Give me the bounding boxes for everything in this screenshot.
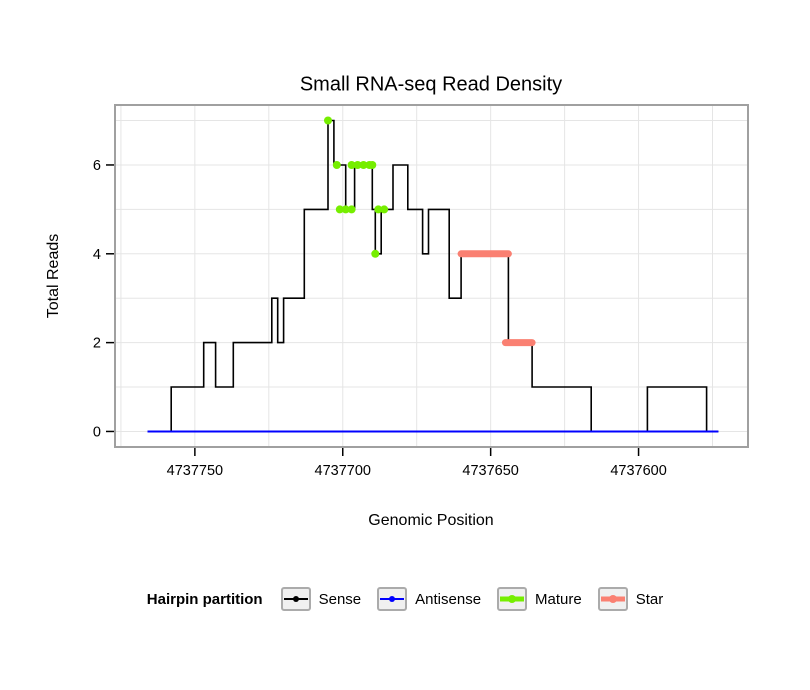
svg-text:4737650: 4737650	[462, 463, 518, 479]
chart-title: Small RNA-seq Read Density	[299, 73, 563, 96]
svg-text:0: 0	[93, 424, 101, 440]
legend-key-antisense	[377, 587, 408, 611]
legend-entries: Sense Antisense Mature Star	[280, 587, 664, 611]
panel-border	[114, 104, 749, 448]
legend-key-star	[597, 587, 628, 611]
legend-label-mature: Mature	[535, 590, 582, 608]
svg-text:2: 2	[93, 336, 101, 352]
legend-glyph-mature	[500, 595, 525, 603]
legend-glyph-antisense	[380, 596, 405, 602]
panel-background	[115, 105, 748, 447]
legend-glyph-star	[600, 595, 625, 603]
legend-key-mature	[497, 587, 528, 611]
y-axis-title: Total Reads	[45, 233, 62, 319]
svg-text:4737700: 4737700	[315, 463, 371, 479]
legend-glyph-sense	[283, 596, 308, 602]
legend: Hairpin partition Sense Antisense Mature St…	[0, 583, 810, 615]
legend-entry-mature: Mature	[497, 587, 582, 611]
legend-label-sense: Sense	[318, 590, 362, 608]
legend-key-sense	[280, 587, 311, 611]
svg-text:4737600: 4737600	[610, 463, 666, 479]
series-star	[457, 250, 536, 347]
y-axis-ticks: 0 2 4 6	[93, 158, 114, 440]
series-mature	[324, 116, 389, 258]
svg-text:4: 4	[93, 247, 101, 263]
legend-label-antisense: Antisense	[415, 590, 482, 608]
svg-text:4737750: 4737750	[167, 463, 223, 479]
legend-entry-antisense: Antisense	[377, 587, 481, 611]
x-axis-title: Genomic Position	[368, 512, 494, 529]
svg-text:6: 6	[93, 158, 101, 174]
legend-label-star: Star	[635, 590, 664, 608]
plot-area: 4737750 4737700 4737650 4737600 0 2 4 6	[93, 104, 749, 479]
legend-entry-star: Star	[597, 587, 664, 611]
legend-entry-sense: Sense	[280, 587, 362, 611]
legend-title: Hairpin partition	[146, 590, 263, 608]
x-axis-ticks: 4737750 4737700 4737650 4737600	[167, 448, 667, 479]
